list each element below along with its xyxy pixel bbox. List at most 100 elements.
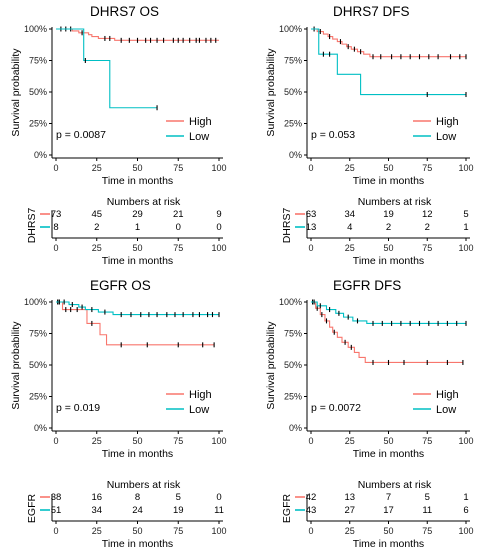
risk-count-high: 16 [91, 492, 102, 503]
risk-x-tick-label: 75 [173, 243, 183, 253]
x-tick-label: 50 [132, 163, 142, 173]
x-tick-label: 0 [53, 436, 58, 446]
y-tick-label: 75% [284, 56, 302, 66]
risk-x-tick-label: 100 [211, 243, 226, 253]
risk-count-high: 42 [306, 492, 317, 503]
risk-table-label: DHRS7 [26, 208, 38, 244]
y-axis-label: Survival probability [10, 321, 22, 410]
x-tick-label: 100 [458, 436, 473, 446]
risk-count-low: 8 [53, 222, 58, 233]
y-tick-label: 100% [279, 297, 302, 307]
x-tick-label: 100 [211, 163, 226, 173]
risk-x-tick-label: 50 [383, 526, 393, 536]
legend-label: High [189, 116, 212, 128]
y-tick-label: 50% [29, 360, 47, 370]
risk-count-low: 27 [344, 505, 355, 516]
risk-count-high: 1 [463, 492, 468, 503]
x-tick-label: 75 [173, 436, 183, 446]
y-tick-label: 25% [284, 119, 302, 129]
y-tick-label: 0% [289, 423, 302, 433]
legend-label: High [189, 389, 212, 401]
risk-table-title: Numbers at risk [358, 196, 432, 208]
x-tick-label: 25 [345, 436, 355, 446]
risk-count-low: 17 [383, 505, 394, 516]
risk-count-high: 21 [173, 209, 184, 220]
risk-count-high: 5 [425, 492, 430, 503]
x-tick-label: 50 [383, 163, 393, 173]
chart-title: DHRS7 DFS [333, 4, 410, 19]
km-curve-low [56, 301, 219, 316]
risk-count-low: 24 [132, 505, 143, 516]
y-tick-label: 100% [24, 297, 47, 307]
y-axis-label: Survival probability [265, 321, 277, 410]
risk-count-low: 2 [386, 222, 391, 233]
risk-x-tick-label: 75 [422, 243, 432, 253]
risk-count-high: 12 [422, 209, 433, 220]
risk-count-high: 38 [51, 492, 62, 503]
risk-count-high: 73 [51, 209, 62, 220]
risk-table-title: Numbers at risk [358, 479, 432, 491]
risk-x-tick-label: 25 [345, 243, 355, 253]
risk-count-low: 6 [463, 505, 468, 516]
y-tick-label: 100% [24, 24, 47, 34]
risk-count-low: 0 [216, 222, 221, 233]
risk-count-high: 5 [463, 209, 468, 220]
x-tick-label: 0 [308, 163, 313, 173]
risk-x-tick-label: 0 [308, 526, 313, 536]
risk-count-high: 63 [306, 209, 317, 220]
y-tick-label: 0% [34, 150, 47, 160]
km-curve-low [56, 28, 158, 109]
x-tick-label: 0 [308, 436, 313, 446]
risk-count-low: 1 [135, 222, 140, 233]
risk-count-high: 13 [344, 492, 355, 503]
x-tick-label: 100 [211, 436, 226, 446]
legend-label: Low [436, 131, 456, 143]
risk-x-tick-label: 0 [53, 243, 58, 253]
risk-x-tick-label: 100 [458, 243, 473, 253]
risk-count-high: 9 [216, 209, 221, 220]
x-axis-label: Time in months [102, 448, 173, 460]
risk-count-low: 2 [425, 222, 430, 233]
risk-count-low: 34 [91, 505, 102, 516]
risk-count-low: 4 [347, 222, 352, 233]
risk-x-tick-label: 25 [345, 526, 355, 536]
p-value-label: p = 0.019 [56, 402, 100, 414]
risk-x-axis-label: Time in months [353, 255, 424, 267]
risk-table-label: DHRS7 [281, 208, 293, 244]
risk-x-tick-label: 0 [53, 526, 58, 536]
km-curve-low [311, 301, 466, 324]
x-tick-label: 50 [132, 436, 142, 446]
y-tick-label: 75% [29, 56, 47, 66]
risk-table-label: EGFR [26, 494, 38, 524]
km-curve-high [311, 301, 463, 364]
risk-x-axis-label: Time in months [353, 538, 424, 550]
y-tick-label: 50% [284, 360, 302, 370]
chart-title: EGFR OS [90, 278, 151, 293]
risk-count-high: 8 [135, 492, 140, 503]
y-tick-label: 75% [29, 329, 47, 339]
y-tick-label: 25% [29, 119, 47, 129]
km-curve-low [311, 28, 466, 96]
y-axis-label: Survival probability [10, 48, 22, 137]
km-curve-high [56, 301, 215, 346]
risk-count-high: 29 [132, 209, 143, 220]
y-tick-label: 50% [29, 87, 47, 97]
x-tick-label: 100 [458, 163, 473, 173]
risk-count-low: 51 [51, 505, 62, 516]
legend-label: Low [189, 404, 209, 416]
km-curve-high [56, 28, 219, 41]
risk-count-high: 7 [386, 492, 391, 503]
y-tick-label: 0% [34, 423, 47, 433]
chart-title: EGFR DFS [333, 278, 401, 293]
risk-table-title: Numbers at risk [107, 196, 181, 208]
chart-title: DHRS7 OS [90, 4, 159, 19]
risk-x-tick-label: 50 [132, 243, 142, 253]
x-tick-label: 25 [92, 436, 102, 446]
risk-count-high: 0 [216, 492, 221, 503]
y-tick-label: 75% [284, 329, 302, 339]
x-axis-label: Time in months [353, 448, 424, 460]
risk-x-tick-label: 25 [92, 243, 102, 253]
y-tick-label: 100% [279, 24, 302, 34]
